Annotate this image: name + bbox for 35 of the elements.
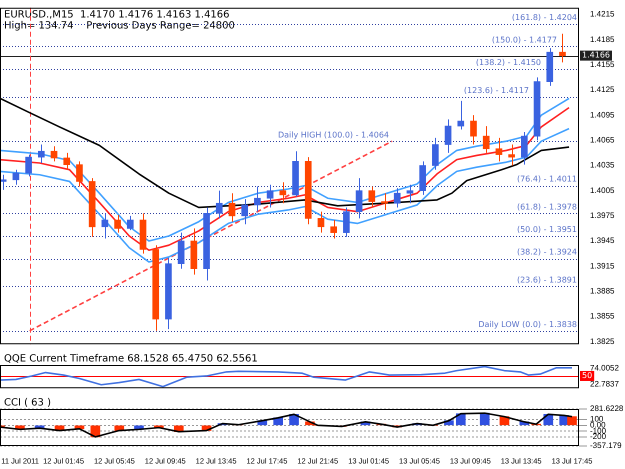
annotation: (123.6) - 1.4117 xyxy=(464,86,529,95)
y-tick-label: 1.4215 xyxy=(590,10,616,19)
y-tick-label: 22.7837 xyxy=(590,380,620,389)
y-tick-label: 1.4185 xyxy=(590,34,616,44)
y-tick-label: 1.3825 xyxy=(590,336,616,346)
annotation: Daily HIGH (100.0) - 1.4064 xyxy=(278,130,389,140)
chart-title: QQE Current Timeframe 68.1528 65.4750 62.5561 xyxy=(4,354,258,365)
y-tick-label: 281.6228 xyxy=(590,404,624,414)
y-tick-label: 1.4155 xyxy=(590,60,616,70)
y-tick-label: 1.3885 xyxy=(590,286,616,296)
annotation: (23.6) - 1.3891 xyxy=(516,275,577,284)
annotation: (150.0) - 1.4177 xyxy=(492,35,557,44)
annotation: (38.2) - 1.3924 xyxy=(516,248,577,257)
annotation: (161.8) - 1.4204 xyxy=(512,12,577,22)
annotation: Daily LOW (0.0) - 1.3838 xyxy=(478,320,577,329)
y-tick-label: 1.4005 xyxy=(590,186,616,195)
y-tick-label: 1.4035 xyxy=(590,160,616,170)
y-tick-label: 1.3915 xyxy=(590,261,616,270)
y-tick-label: 1.3945 xyxy=(590,236,616,246)
annotation: (50.0) - 1.3951 xyxy=(516,225,577,234)
y-tick-label: -200 xyxy=(590,432,607,442)
y-tick-label: 1.4125 xyxy=(590,85,616,94)
chart-title: CCI ( 63 ) xyxy=(4,398,52,409)
y-tick-label: 1.4095 xyxy=(590,110,616,120)
y-tick-label: 1.3855 xyxy=(590,312,616,321)
annotation: (138.2) - 1.4150 xyxy=(476,58,541,68)
annotation: (61.8) - 1.3978 xyxy=(516,202,577,212)
annotation: (76.4) - 1.4011 xyxy=(516,174,577,184)
y-tick-label: 1.3975 xyxy=(590,211,616,220)
annotation: EURUSD.,M15 1.4170 1.4176 1.4163 1.4166 xyxy=(4,9,230,20)
ref-line-label: 50 xyxy=(582,371,592,380)
y-tick-label: 74.0052 xyxy=(590,364,620,373)
ref-line-label: 1.4166 xyxy=(582,50,610,60)
y-tick-label: -357.179 xyxy=(590,441,622,450)
y-tick-label: 1.4065 xyxy=(590,136,616,145)
